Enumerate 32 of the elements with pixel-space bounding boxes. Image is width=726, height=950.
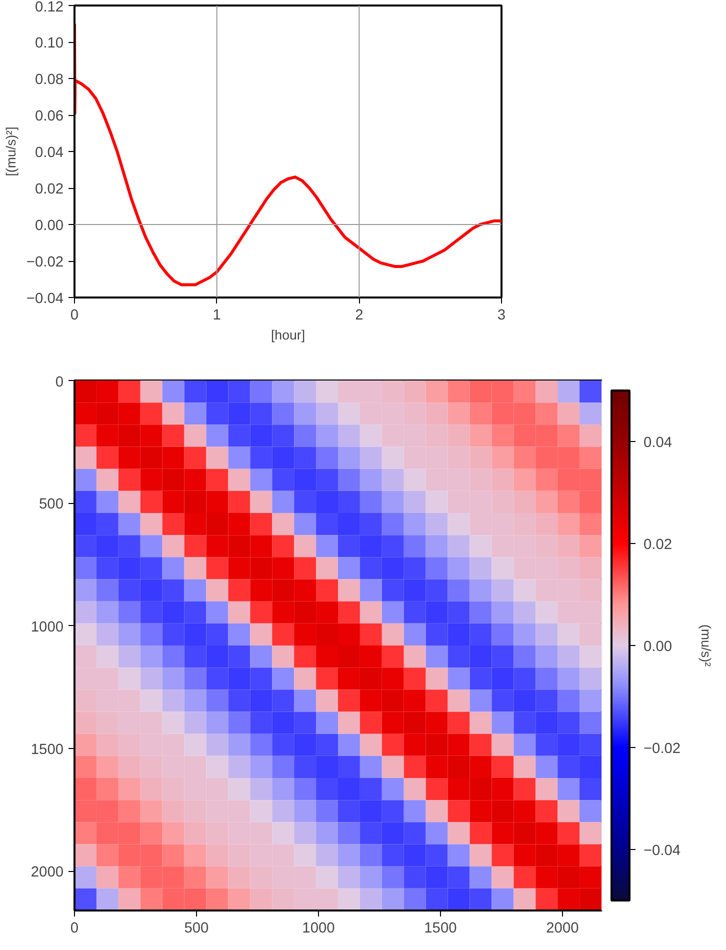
y-tick-label: −0.04 [26, 291, 64, 307]
x-tick-label: 1500 [424, 920, 457, 936]
y-tick-label: 2000 [30, 864, 64, 881]
x-tick-label: 2 [355, 308, 364, 324]
color-bar-title: (mu/s)² [698, 624, 714, 668]
y-tick-label: 0.00 [34, 218, 64, 234]
y-tick-label: 0 [55, 374, 64, 390]
color-bar-label: 0.04 [644, 435, 672, 451]
y-tick-label: 0.06 [34, 108, 64, 124]
color-bar-label: −0.02 [644, 741, 681, 757]
line-series [74, 22, 502, 286]
x-tick-label: 0 [70, 308, 79, 324]
color-bar-label: −0.04 [644, 843, 681, 859]
x-tick-label: 1000 [302, 920, 335, 936]
y-tick-label: 1500 [30, 742, 64, 758]
y-tick-label: 0.08 [34, 72, 64, 88]
color-bar-label: 0.00 [644, 639, 672, 655]
x-axis-title: [hour] [270, 328, 306, 342]
color-bar-label: 0.02 [644, 537, 672, 553]
x-tick-label: 1 [212, 308, 221, 324]
y-tick-label: 0.02 [34, 182, 64, 198]
y-tick-label: 1000 [30, 619, 64, 636]
y-tick-label: 0.04 [34, 145, 64, 161]
y-tick-label: 500 [39, 496, 64, 513]
y-axis-title: [(mu/s)²] [3, 126, 18, 176]
x-tick-label: 500 [184, 920, 209, 936]
x-tick-label: 3 [497, 308, 506, 324]
x-tick-label: 0 [70, 920, 79, 936]
y-tick-label: 0.12 [34, 0, 64, 16]
y-tick-label: 0.10 [34, 36, 64, 52]
y-tick-label: −0.02 [26, 254, 64, 270]
x-tick-label: 2000 [546, 920, 579, 936]
